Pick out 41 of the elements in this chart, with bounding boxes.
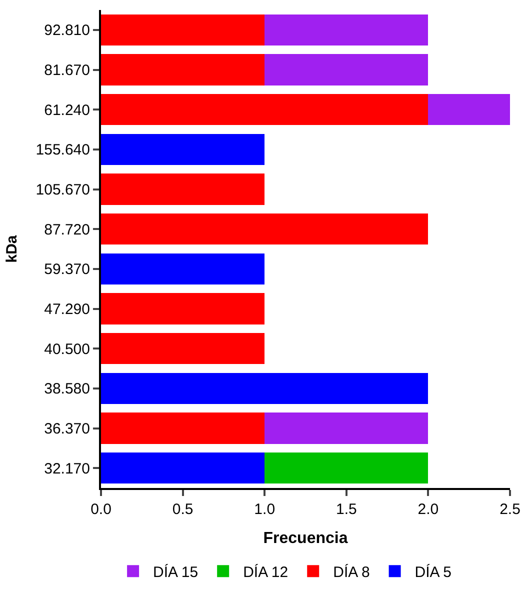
bar [428,94,510,126]
y-tick-label: 155.640 [36,142,90,159]
x-tick-label: 2.5 [500,501,520,518]
legend-label: DÍA 8 [333,563,370,582]
bar [101,293,265,324]
x-tick-label: 0.0 [90,501,112,518]
y-tick-label: 92.810 [44,22,90,40]
bar [264,54,428,86]
y-tick-label: 47.290 [44,301,90,318]
x-tick-label: 1.0 [254,501,276,518]
bar [101,94,428,126]
x-axis-title: Frecuencia [263,530,348,548]
y-tick-label: 32.170 [44,460,90,478]
bar [101,214,428,245]
legend-label: DÍA 15 [153,563,198,582]
bar [264,412,428,444]
y-tick-label: 105.670 [36,182,90,198]
bar [101,174,265,205]
y-axis-title: kDa [4,234,21,263]
bar [101,54,265,86]
bar [101,412,265,444]
y-tick-label: 59.370 [44,261,90,278]
x-tick-label: 2.0 [418,501,439,518]
y-tick-label: 81.670 [44,62,90,79]
legend-label: DÍA 12 [243,563,288,582]
x-tick-label: 1.5 [336,501,357,518]
bar [264,452,428,484]
bar [101,134,265,165]
bar [101,253,265,284]
bar [101,333,265,364]
y-tick-label: 87.720 [44,221,90,238]
bar [101,372,428,404]
y-tick-label: 40.500 [44,340,90,358]
legend-label: DÍA 5 [414,563,452,582]
bar [264,14,428,46]
y-tick-label: 61.240 [44,102,90,119]
bar [101,452,265,484]
bar [101,14,265,46]
y-tick-label: 36.370 [44,420,90,438]
y-tick-label: 38.580 [44,380,90,398]
x-tick-label: 0.5 [172,501,194,518]
